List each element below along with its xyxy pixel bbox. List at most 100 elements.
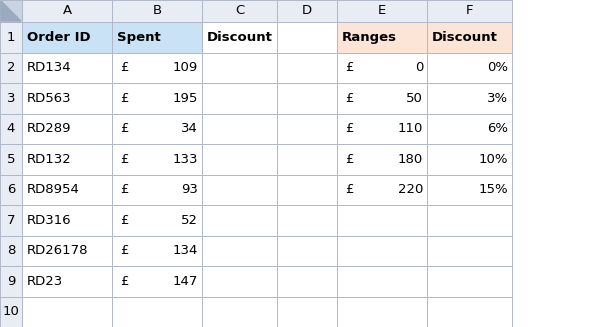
Text: RD132: RD132: [27, 153, 72, 166]
Text: 0: 0: [414, 61, 423, 74]
Text: Ranges: Ranges: [342, 31, 397, 44]
Text: 133: 133: [173, 153, 198, 166]
Bar: [427, 235, 512, 266]
Text: 1: 1: [7, 31, 15, 44]
Bar: [112, 53, 202, 83]
Bar: [202, 297, 277, 327]
Bar: [277, 53, 337, 83]
Text: 93: 93: [181, 183, 198, 196]
Bar: [427, 113, 512, 144]
Bar: [112, 175, 202, 205]
Text: £: £: [120, 183, 129, 196]
Bar: [427, 83, 512, 113]
Bar: [0, 175, 22, 205]
Bar: [0, 83, 22, 113]
Text: £: £: [345, 122, 353, 135]
Text: C: C: [235, 5, 244, 18]
Bar: [277, 22, 337, 53]
Bar: [112, 266, 202, 297]
Bar: [277, 144, 337, 175]
Bar: [22, 297, 112, 327]
Bar: [22, 175, 112, 205]
Bar: [0, 297, 22, 327]
Text: £: £: [120, 122, 129, 135]
Bar: [202, 83, 277, 113]
Bar: [22, 205, 112, 235]
Bar: [427, 266, 512, 297]
Text: £: £: [120, 275, 129, 288]
Bar: [427, 175, 512, 205]
Text: 147: 147: [173, 275, 198, 288]
Bar: [22, 53, 112, 83]
Bar: [112, 113, 202, 144]
Text: F: F: [466, 5, 473, 18]
Text: 3: 3: [7, 92, 15, 105]
Bar: [337, 297, 427, 327]
Text: 7: 7: [7, 214, 15, 227]
Bar: [337, 175, 427, 205]
Text: £: £: [120, 153, 129, 166]
Bar: [112, 0, 202, 22]
Bar: [427, 297, 512, 327]
Text: RD316: RD316: [27, 214, 72, 227]
Text: D: D: [302, 5, 312, 18]
Bar: [202, 235, 277, 266]
Bar: [277, 0, 337, 22]
Bar: [22, 144, 112, 175]
Bar: [427, 53, 512, 83]
Bar: [0, 22, 22, 53]
Bar: [277, 205, 337, 235]
Text: 50: 50: [406, 92, 423, 105]
Text: £: £: [345, 183, 353, 196]
Text: Spent: Spent: [117, 31, 161, 44]
Text: 134: 134: [173, 244, 198, 257]
Text: Discount: Discount: [432, 31, 498, 44]
Polygon shape: [1, 1, 21, 21]
Bar: [22, 266, 112, 297]
Text: 2: 2: [7, 61, 15, 74]
Bar: [202, 53, 277, 83]
Text: 9: 9: [7, 275, 15, 288]
Bar: [22, 235, 112, 266]
Text: Order ID: Order ID: [27, 31, 91, 44]
Bar: [22, 113, 112, 144]
Bar: [277, 83, 337, 113]
Bar: [427, 144, 512, 175]
Bar: [337, 266, 427, 297]
Bar: [277, 235, 337, 266]
Text: £: £: [120, 61, 129, 74]
Text: 15%: 15%: [479, 183, 508, 196]
Text: 195: 195: [173, 92, 198, 105]
Text: 10%: 10%: [479, 153, 508, 166]
Bar: [0, 266, 22, 297]
Text: B: B: [152, 5, 162, 18]
Text: 4: 4: [7, 122, 15, 135]
Text: RD23: RD23: [27, 275, 63, 288]
Text: 3%: 3%: [487, 92, 508, 105]
Text: 220: 220: [398, 183, 423, 196]
Bar: [337, 0, 427, 22]
Bar: [112, 83, 202, 113]
Bar: [337, 113, 427, 144]
Text: £: £: [120, 244, 129, 257]
Bar: [277, 175, 337, 205]
Text: 0%: 0%: [487, 61, 508, 74]
Bar: [427, 22, 512, 53]
Text: 34: 34: [181, 122, 198, 135]
Text: RD8954: RD8954: [27, 183, 80, 196]
Bar: [202, 175, 277, 205]
Bar: [112, 205, 202, 235]
Bar: [202, 205, 277, 235]
Bar: [112, 297, 202, 327]
Bar: [337, 83, 427, 113]
Text: £: £: [120, 92, 129, 105]
Text: 109: 109: [173, 61, 198, 74]
Text: 10: 10: [2, 305, 20, 318]
Bar: [202, 113, 277, 144]
Text: 52: 52: [181, 214, 198, 227]
Bar: [22, 22, 112, 53]
Text: 6: 6: [7, 183, 15, 196]
Text: A: A: [62, 5, 72, 18]
Bar: [337, 235, 427, 266]
Bar: [0, 0, 22, 22]
